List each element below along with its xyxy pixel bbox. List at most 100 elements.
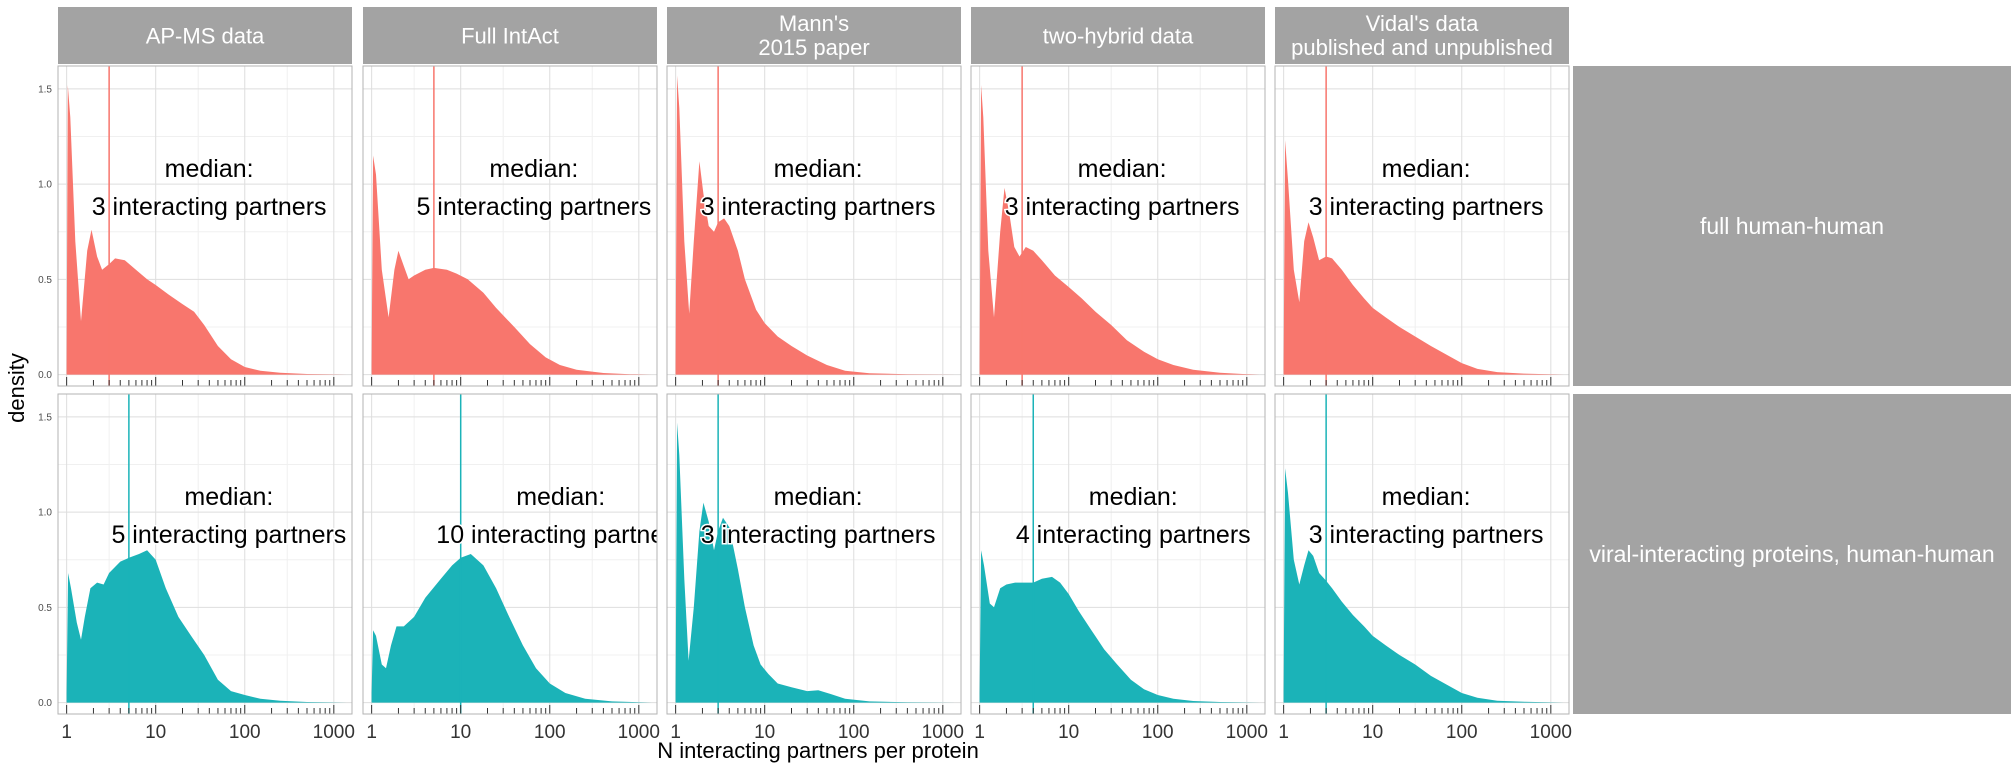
density-area — [979, 85, 1260, 375]
y-tick-label: 1.5 — [38, 84, 52, 95]
annotation-label: median: — [774, 155, 863, 183]
column-strip — [667, 7, 961, 64]
density-area — [66, 85, 347, 375]
y-axis-ticks: 0.0 0.5 1.0 1.5 0.0 0.5 1.0 1.5 — [38, 84, 52, 709]
row-strips: full human-human viral-interacting protei… — [1573, 66, 2011, 714]
median-annotation: median: 3 interacting partners — [699, 482, 937, 551]
panel: median: 3 interacting partners — [1274, 65, 1570, 387]
column-strip-label: Full IntAct — [461, 24, 559, 49]
median-annotation: median: 4 interacting partners — [1014, 482, 1252, 551]
panel-border — [666, 65, 962, 387]
column-strip-label: Vidal's data published and unpublished — [1291, 11, 1553, 60]
x-tick-label: 100 — [838, 722, 870, 743]
column-strip-label-line: Vidal's data — [1366, 11, 1479, 36]
annotation-value: 3 interacting partners — [1309, 521, 1544, 549]
y-tick-label: 1.5 — [38, 412, 52, 423]
column-strip-label-line: two-hybrid data — [1043, 24, 1194, 49]
y-tick-label: 1.0 — [38, 180, 52, 191]
x-tick-label: 10 — [450, 722, 471, 743]
column-strip — [1275, 7, 1569, 64]
panels: median: 3 interacting partners median: 5 in… — [57, 65, 1570, 715]
annotation-value: 3 interacting partners — [701, 193, 936, 221]
density-area — [675, 75, 956, 375]
panel-border — [57, 393, 353, 715]
annotation-value: 3 interacting partners — [1005, 193, 1240, 221]
annotation-value: 3 interacting partners — [1309, 193, 1544, 221]
y-tick-label: 1.0 — [38, 508, 52, 519]
column-strip-label-line: 2015 paper — [758, 35, 869, 60]
density-area — [675, 422, 956, 703]
y-tick-label: 0.0 — [38, 698, 52, 709]
panel-border — [666, 393, 962, 715]
x-tick-label: 1000 — [1226, 722, 1268, 743]
annotation-label: median: — [774, 483, 863, 511]
annotation-label: median: — [1382, 483, 1471, 511]
density-area — [1283, 140, 1564, 375]
column-strip-label: AP-MS data — [146, 24, 265, 49]
panel: median: 5 interacting partners — [57, 393, 353, 715]
x-tick-label: 1 — [61, 722, 72, 743]
annotation-value: 4 interacting partners — [1016, 521, 1251, 549]
x-tick-label: 100 — [1446, 722, 1478, 743]
annotation-value: 10 interacting partners — [436, 521, 685, 549]
panel: median: 5 interacting partners — [362, 65, 658, 387]
median-annotation: median: 3 interacting partners — [1307, 482, 1545, 551]
x-tick-label: 1000 — [922, 722, 964, 743]
annotation-label: median: — [1089, 483, 1178, 511]
panel: median: 3 interacting partners — [1274, 393, 1570, 715]
panel: median: 3 interacting partners — [970, 65, 1266, 387]
annotation-value: 5 interacting partners — [111, 521, 346, 549]
panel: median: 3 interacting partners — [57, 65, 353, 387]
y-tick-label: 0.5 — [38, 603, 52, 614]
x-tick-label: 10 — [145, 722, 166, 743]
panel-border — [1274, 393, 1570, 715]
x-tick-label: 10 — [1362, 722, 1383, 743]
panel-border — [57, 65, 353, 387]
panel: median: 10 interacting partners — [362, 393, 685, 715]
panel: median: 3 interacting partners — [666, 65, 962, 387]
annotation-label: median: — [516, 483, 605, 511]
panel-border — [1274, 65, 1570, 387]
row-strip-label: full human-human — [1700, 213, 1884, 239]
y-axis-title: density — [4, 353, 29, 423]
annotation-label: median: — [184, 483, 273, 511]
row-strip-label: viral-interacting proteins, human-human — [1589, 541, 1994, 567]
x-tick-label: 10 — [754, 722, 775, 743]
median-annotation: median: 5 interacting partners — [110, 482, 348, 551]
annotation-value: 5 interacting partners — [416, 193, 651, 221]
column-strip-label: Mann's 2015 paper — [758, 11, 869, 60]
x-tick-label: 1 — [1278, 722, 1289, 743]
column-strip — [58, 7, 352, 64]
median-annotation: median: 3 interacting partners — [699, 154, 937, 223]
x-tick-label: 1 — [366, 722, 377, 743]
column-strip-label-line: AP-MS data — [146, 24, 265, 49]
x-tick-label: 1 — [974, 722, 985, 743]
x-tick-label: 100 — [1142, 722, 1174, 743]
density-area — [1283, 468, 1564, 703]
panel: median: 4 interacting partners — [970, 393, 1266, 715]
annotation-label: median: — [489, 155, 578, 183]
x-tick-label: 1000 — [618, 722, 660, 743]
y-tick-label: 0.0 — [38, 370, 52, 381]
x-axis-title: N interacting partners per protein — [657, 738, 979, 763]
density-area — [371, 155, 652, 375]
row-strip — [1573, 66, 2011, 386]
column-strip-label-line: Mann's — [779, 11, 849, 36]
panel-border — [970, 393, 1266, 715]
median-annotation: median: 3 interacting partners — [90, 154, 328, 223]
density-area — [66, 550, 347, 703]
annotation-value: 3 interacting partners — [92, 193, 327, 221]
x-tick-label: 1000 — [313, 722, 355, 743]
x-tick-label: 1 — [670, 722, 681, 743]
y-tick-label: 0.5 — [38, 275, 52, 286]
column-strip-label: two-hybrid data — [1043, 24, 1194, 49]
panel-border — [362, 393, 658, 715]
column-strip-label-line: published and unpublished — [1291, 35, 1553, 60]
median-annotation: median: 3 interacting partners — [1003, 154, 1241, 223]
median-annotation: median: 10 interacting partners — [435, 482, 685, 551]
median-annotation: median: 3 interacting partners — [1307, 154, 1545, 223]
column-strips: AP-MS data Full IntAct Mann's 2015 paper two… — [58, 7, 1569, 64]
annotation-value: 3 interacting partners — [701, 521, 936, 549]
density-area — [371, 554, 652, 703]
x-tick-label: 100 — [534, 722, 566, 743]
